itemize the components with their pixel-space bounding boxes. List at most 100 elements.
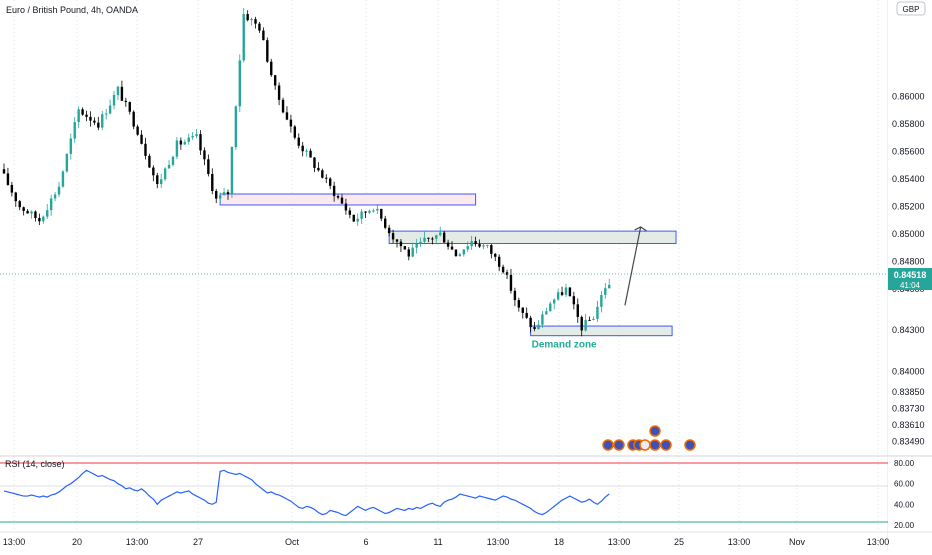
candle[interactable] [191,132,194,140]
candle[interactable] [140,130,143,145]
candle[interactable] [277,82,281,106]
candle[interactable] [541,311,544,329]
candle[interactable] [486,244,489,249]
candle[interactable] [446,239,450,250]
candle[interactable] [211,168,214,195]
candle[interactable] [81,107,84,116]
candle[interactable] [364,211,367,218]
candle[interactable] [513,287,517,307]
candle[interactable] [423,231,426,244]
candle[interactable] [600,290,603,313]
candle[interactable] [332,181,336,202]
candle[interactable] [2,163,6,174]
candle[interactable] [509,268,513,294]
candle[interactable] [454,249,458,257]
candle[interactable] [242,7,245,63]
candle[interactable] [10,181,14,197]
candle[interactable] [553,298,556,310]
candle[interactable] [128,101,131,115]
candle[interactable] [246,10,249,22]
event-icon[interactable] [660,439,672,451]
candle[interactable] [419,237,422,248]
demand-zone[interactable] [530,325,673,337]
candle[interactable] [234,105,238,150]
candle[interactable] [490,243,493,259]
candle[interactable] [317,162,320,172]
time-axis[interactable]: 13:00 20 13:00 27 Oct 6 11 13:00 18 13:00 25 13:00 N… [0,531,932,547]
event-icon[interactable] [649,425,661,437]
candle[interactable] [360,209,363,224]
candle[interactable] [305,148,308,157]
candle[interactable] [309,148,312,158]
candle[interactable] [226,189,230,200]
price-axis[interactable]: GBP 0.86000 0.85800 0.85600 0.85400 0.85200 0… [887,0,932,550]
candle[interactable] [580,315,583,337]
candle[interactable] [521,307,524,319]
candle[interactable] [26,209,29,214]
candle[interactable] [588,316,591,321]
candle[interactable] [407,247,410,261]
candle[interactable] [273,75,277,90]
candle[interactable] [439,226,442,237]
candle[interactable] [537,320,540,330]
candle[interactable] [57,181,61,197]
candle[interactable] [321,168,324,179]
candle[interactable] [533,322,536,332]
candle[interactable] [175,137,179,160]
candle[interactable] [108,99,112,115]
candle[interactable] [281,97,285,114]
candle[interactable] [144,137,147,160]
candle[interactable] [368,209,371,214]
candle[interactable] [372,208,375,213]
candle[interactable] [77,106,80,129]
event-icon[interactable] [602,439,614,451]
candle[interactable] [266,37,269,63]
candle[interactable] [218,192,222,202]
candle[interactable] [482,243,485,250]
candle[interactable] [297,133,300,149]
candle[interactable] [148,153,151,168]
candle[interactable] [325,174,328,184]
candle[interactable] [132,110,135,130]
event-icon[interactable] [649,439,661,451]
candle[interactable] [65,153,69,173]
candle[interactable] [576,298,579,323]
event-icon[interactable] [639,439,651,451]
candle[interactable] [340,194,344,205]
candle[interactable] [427,237,430,243]
candle[interactable] [97,116,100,131]
candle[interactable] [73,117,76,143]
candle[interactable] [183,139,186,145]
candle[interactable] [356,213,359,226]
candlestick-series[interactable] [2,7,611,337]
candle[interactable] [384,215,387,230]
candle[interactable] [203,147,206,166]
candle[interactable] [116,85,120,100]
candle[interactable] [222,187,226,196]
candle[interactable] [120,80,124,102]
candle[interactable] [336,194,340,200]
candle[interactable] [572,291,576,310]
candle[interactable] [293,125,297,140]
candle[interactable] [18,200,21,211]
candle[interactable] [93,117,96,126]
candle[interactable] [442,230,446,243]
candle[interactable] [328,177,332,190]
candle[interactable] [38,213,41,226]
candle[interactable] [450,241,454,250]
candle[interactable] [30,210,33,219]
candle[interactable] [53,192,57,202]
rsi-line[interactable] [3,469,610,517]
candle[interactable] [34,210,37,222]
candle[interactable] [376,204,379,214]
candle[interactable] [101,110,104,131]
candle[interactable] [46,203,49,219]
candle[interactable] [160,173,163,189]
candle[interactable] [525,307,528,319]
candle[interactable] [387,224,391,237]
candle[interactable] [250,17,253,26]
candle[interactable] [560,286,564,297]
candle[interactable] [313,156,316,173]
candle[interactable] [478,239,481,248]
